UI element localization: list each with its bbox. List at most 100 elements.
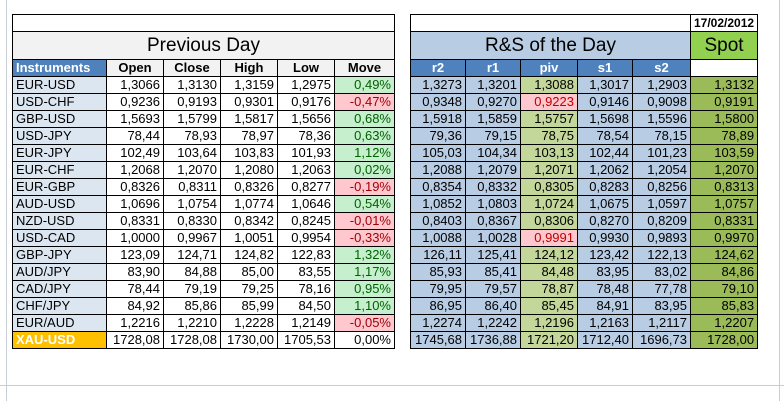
s1-cell[interactable]: 123,42 <box>577 246 633 264</box>
piv-cell[interactable]: 124,12 <box>520 246 578 264</box>
close-cell[interactable]: 84,88 <box>163 263 221 281</box>
open-cell[interactable]: 1,0696 <box>106 195 164 213</box>
col-s2[interactable]: s2 <box>632 59 691 77</box>
spot-cell[interactable]: 0,9970 <box>689 229 759 247</box>
r1-cell[interactable]: 1,2242 <box>465 314 521 332</box>
blank-cell[interactable] <box>410 14 691 32</box>
s1-cell[interactable]: 83,95 <box>577 263 633 281</box>
date-cell[interactable]: 17/02/2012 <box>689 14 759 32</box>
r1-cell[interactable]: 85,41 <box>465 263 521 281</box>
spot-cell[interactable]: 1,2207 <box>689 314 759 332</box>
low-cell[interactable]: 1,0646 <box>277 195 335 213</box>
piv-cell[interactable]: 1,2071 <box>520 161 578 179</box>
s1-cell[interactable]: 0,8270 <box>577 212 633 230</box>
r2-cell[interactable]: 85,93 <box>410 263 466 281</box>
open-cell[interactable]: 1,2216 <box>106 314 164 332</box>
r1-cell[interactable]: 125,41 <box>465 246 521 264</box>
low-cell[interactable]: 1,2063 <box>277 161 335 179</box>
col-high[interactable]: High <box>220 59 278 77</box>
open-cell[interactable]: 78,44 <box>106 127 164 145</box>
s2-cell[interactable]: 0,9893 <box>632 229 691 247</box>
open-cell[interactable]: 1,3066 <box>106 76 164 94</box>
col-move[interactable]: Move <box>334 59 395 77</box>
r1-cell[interactable]: 0,8332 <box>465 178 521 196</box>
instrument-cell[interactable]: EUR-JPY <box>12 144 107 162</box>
spot-cell[interactable]: 85,83 <box>689 297 759 315</box>
close-cell[interactable]: 1,2210 <box>163 314 221 332</box>
r2-cell[interactable]: 1,5918 <box>410 110 466 128</box>
instrument-cell[interactable]: CHF/JPY <box>12 297 107 315</box>
high-cell[interactable]: 0,8326 <box>220 178 278 196</box>
r2-cell[interactable]: 1,3273 <box>410 76 466 94</box>
low-cell[interactable]: 0,8277 <box>277 178 335 196</box>
move-cell[interactable]: 0,68% <box>334 110 395 128</box>
close-cell[interactable]: 0,9967 <box>163 229 221 247</box>
open-cell[interactable]: 0,8331 <box>106 212 164 230</box>
r1-cell[interactable]: 1,0803 <box>465 195 521 213</box>
s2-cell[interactable]: 1,0597 <box>632 195 691 213</box>
s1-cell[interactable]: 84,91 <box>577 297 633 315</box>
instrument-cell[interactable]: USD-JPY <box>12 127 107 145</box>
close-cell[interactable]: 1,3130 <box>163 76 221 94</box>
r2-cell[interactable]: 1,2274 <box>410 314 466 332</box>
r2-cell[interactable]: 86,95 <box>410 297 466 315</box>
low-cell[interactable]: 0,9176 <box>277 93 335 111</box>
rs-header[interactable]: R&S of the Day <box>410 31 691 60</box>
open-cell[interactable]: 83,90 <box>106 263 164 281</box>
high-cell[interactable]: 1730,00 <box>220 331 278 349</box>
open-cell[interactable]: 1728,08 <box>106 331 164 349</box>
s2-cell[interactable]: 83,02 <box>632 263 691 281</box>
low-cell[interactable]: 1705,53 <box>277 331 335 349</box>
low-cell[interactable]: 1,2975 <box>277 76 335 94</box>
previous-day-header[interactable]: Previous Day <box>12 31 395 60</box>
high-cell[interactable]: 103,83 <box>220 144 278 162</box>
s1-cell[interactable]: 1712,40 <box>577 331 633 349</box>
piv-cell[interactable]: 0,8305 <box>520 178 578 196</box>
r1-cell[interactable]: 104,34 <box>465 144 521 162</box>
s2-cell[interactable]: 1696,73 <box>632 331 691 349</box>
move-cell[interactable]: 0,63% <box>334 127 395 145</box>
instrument-cell[interactable]: EUR-CHF <box>12 161 107 179</box>
piv-cell[interactable]: 1,3088 <box>520 76 578 94</box>
r1-cell[interactable]: 1736,88 <box>465 331 521 349</box>
move-cell[interactable]: 1,10% <box>334 297 395 315</box>
close-cell[interactable]: 0,8330 <box>163 212 221 230</box>
move-cell[interactable]: 1,32% <box>334 246 395 264</box>
high-cell[interactable]: 0,8342 <box>220 212 278 230</box>
r2-cell[interactable]: 1,2088 <box>410 161 466 179</box>
spot-cell[interactable]: 0,8313 <box>689 178 759 196</box>
close-cell[interactable]: 1,2070 <box>163 161 221 179</box>
r1-cell[interactable]: 1,3201 <box>465 76 521 94</box>
s1-cell[interactable]: 78,54 <box>577 127 633 145</box>
high-cell[interactable]: 79,25 <box>220 280 278 298</box>
piv-cell[interactable]: 0,9223 <box>520 93 578 111</box>
instrument-cell[interactable]: EUR/AUD <box>12 314 107 332</box>
s2-cell[interactable]: 0,8209 <box>632 212 691 230</box>
move-cell[interactable]: -0,05% <box>334 314 395 332</box>
instrument-cell[interactable]: GBP-JPY <box>12 246 107 264</box>
col-r2[interactable]: r2 <box>410 59 466 77</box>
high-cell[interactable]: 85,99 <box>220 297 278 315</box>
s1-cell[interactable]: 1,2163 <box>577 314 633 332</box>
r1-cell[interactable]: 1,2079 <box>465 161 521 179</box>
piv-cell[interactable]: 85,45 <box>520 297 578 315</box>
s1-cell[interactable]: 1,2062 <box>577 161 633 179</box>
move-cell[interactable]: -0,01% <box>334 212 395 230</box>
move-cell[interactable]: 1,12% <box>334 144 395 162</box>
close-cell[interactable]: 78,93 <box>163 127 221 145</box>
piv-cell[interactable]: 0,8306 <box>520 212 578 230</box>
move-cell[interactable]: 0,00% <box>334 331 395 349</box>
low-cell[interactable]: 78,16 <box>277 280 335 298</box>
high-cell[interactable]: 1,0051 <box>220 229 278 247</box>
r2-cell[interactable]: 0,9348 <box>410 93 466 111</box>
col-close[interactable]: Close <box>163 59 221 77</box>
r1-cell[interactable]: 79,57 <box>465 280 521 298</box>
high-cell[interactable]: 1,3159 <box>220 76 278 94</box>
spot-cell[interactable]: 103,59 <box>689 144 759 162</box>
s1-cell[interactable]: 102,44 <box>577 144 633 162</box>
s2-cell[interactable]: 122,13 <box>632 246 691 264</box>
r2-cell[interactable]: 79,36 <box>410 127 466 145</box>
low-cell[interactable]: 83,55 <box>277 263 335 281</box>
r2-cell[interactable]: 79,95 <box>410 280 466 298</box>
spot-cell[interactable]: 1,2070 <box>689 161 759 179</box>
